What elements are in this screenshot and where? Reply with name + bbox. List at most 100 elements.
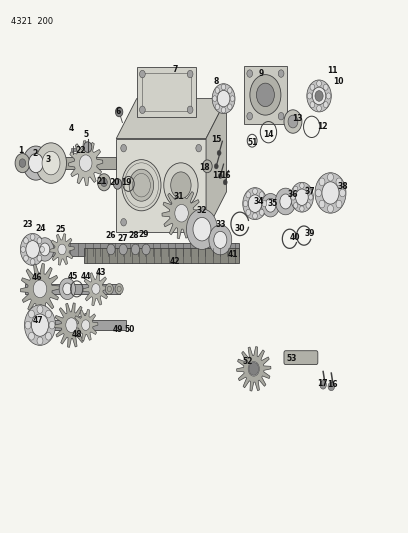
Text: 17: 17 xyxy=(317,379,328,388)
Circle shape xyxy=(107,244,115,255)
Circle shape xyxy=(310,84,315,90)
Circle shape xyxy=(37,255,42,261)
Circle shape xyxy=(164,163,198,208)
Circle shape xyxy=(315,173,346,213)
Polygon shape xyxy=(29,243,239,256)
Text: 43: 43 xyxy=(96,269,106,277)
Circle shape xyxy=(46,333,51,340)
Circle shape xyxy=(306,203,310,208)
Circle shape xyxy=(29,154,43,173)
Circle shape xyxy=(307,93,312,99)
Text: 42: 42 xyxy=(169,257,180,265)
Circle shape xyxy=(306,186,310,192)
Circle shape xyxy=(140,106,145,114)
Polygon shape xyxy=(20,263,60,314)
Polygon shape xyxy=(22,157,116,169)
Circle shape xyxy=(80,155,92,171)
Circle shape xyxy=(319,178,325,185)
Circle shape xyxy=(259,209,264,215)
Circle shape xyxy=(171,172,191,199)
Circle shape xyxy=(308,195,313,200)
Circle shape xyxy=(101,178,107,187)
Circle shape xyxy=(26,240,39,258)
Text: 10: 10 xyxy=(333,77,344,85)
Circle shape xyxy=(315,189,322,197)
Bar xyxy=(142,73,191,111)
Text: 22: 22 xyxy=(75,146,86,155)
Circle shape xyxy=(290,182,313,212)
Text: 27: 27 xyxy=(117,234,128,243)
Circle shape xyxy=(30,234,35,240)
Circle shape xyxy=(196,144,202,152)
Text: 28: 28 xyxy=(129,231,139,240)
Circle shape xyxy=(24,305,55,345)
Text: 46: 46 xyxy=(31,273,42,281)
Circle shape xyxy=(262,200,267,207)
Polygon shape xyxy=(83,272,109,306)
Circle shape xyxy=(250,75,281,115)
Text: 32: 32 xyxy=(197,206,207,215)
Circle shape xyxy=(247,70,253,77)
Circle shape xyxy=(317,80,322,86)
Circle shape xyxy=(24,238,28,244)
Circle shape xyxy=(246,192,251,198)
Circle shape xyxy=(278,112,284,120)
Circle shape xyxy=(336,178,342,185)
Circle shape xyxy=(228,104,232,110)
Text: 41: 41 xyxy=(228,251,239,259)
Text: 44: 44 xyxy=(80,272,91,280)
Circle shape xyxy=(193,217,211,241)
Circle shape xyxy=(291,195,295,200)
Circle shape xyxy=(230,96,235,101)
Circle shape xyxy=(243,188,267,220)
Circle shape xyxy=(46,310,51,318)
Bar xyxy=(137,67,196,117)
Circle shape xyxy=(214,164,218,169)
Text: 24: 24 xyxy=(35,224,46,232)
Text: 6: 6 xyxy=(116,108,121,116)
Circle shape xyxy=(92,284,100,294)
Circle shape xyxy=(140,70,145,78)
Circle shape xyxy=(37,337,43,345)
Text: 35: 35 xyxy=(267,199,278,208)
Text: 7: 7 xyxy=(173,65,178,74)
Circle shape xyxy=(122,160,161,211)
Circle shape xyxy=(119,244,127,255)
Circle shape xyxy=(228,87,232,93)
Circle shape xyxy=(265,198,276,212)
Circle shape xyxy=(222,84,226,90)
Circle shape xyxy=(175,204,188,222)
Circle shape xyxy=(248,361,259,376)
Text: 37: 37 xyxy=(305,188,315,196)
Circle shape xyxy=(275,188,296,215)
Text: 51: 51 xyxy=(248,139,258,147)
Text: 25: 25 xyxy=(55,225,66,233)
Circle shape xyxy=(310,102,315,108)
Circle shape xyxy=(339,189,346,197)
Bar xyxy=(244,66,287,124)
Circle shape xyxy=(142,244,150,255)
Circle shape xyxy=(296,189,308,205)
Text: 40: 40 xyxy=(289,233,300,241)
Circle shape xyxy=(187,70,193,78)
FancyBboxPatch shape xyxy=(284,351,318,365)
Circle shape xyxy=(215,87,220,93)
Text: 34: 34 xyxy=(254,197,264,206)
Circle shape xyxy=(324,84,328,90)
Polygon shape xyxy=(237,346,271,391)
Circle shape xyxy=(58,244,66,255)
Circle shape xyxy=(214,231,227,248)
Polygon shape xyxy=(73,309,98,341)
Polygon shape xyxy=(162,188,201,239)
Text: 11: 11 xyxy=(327,66,338,75)
Text: 20: 20 xyxy=(110,178,120,187)
Polygon shape xyxy=(50,233,74,265)
Text: 29: 29 xyxy=(138,230,149,239)
Text: 23: 23 xyxy=(22,221,33,229)
Circle shape xyxy=(328,173,333,181)
Circle shape xyxy=(243,200,248,207)
Circle shape xyxy=(36,238,54,261)
Text: 52: 52 xyxy=(243,357,253,366)
Polygon shape xyxy=(116,139,206,232)
Circle shape xyxy=(129,169,154,201)
